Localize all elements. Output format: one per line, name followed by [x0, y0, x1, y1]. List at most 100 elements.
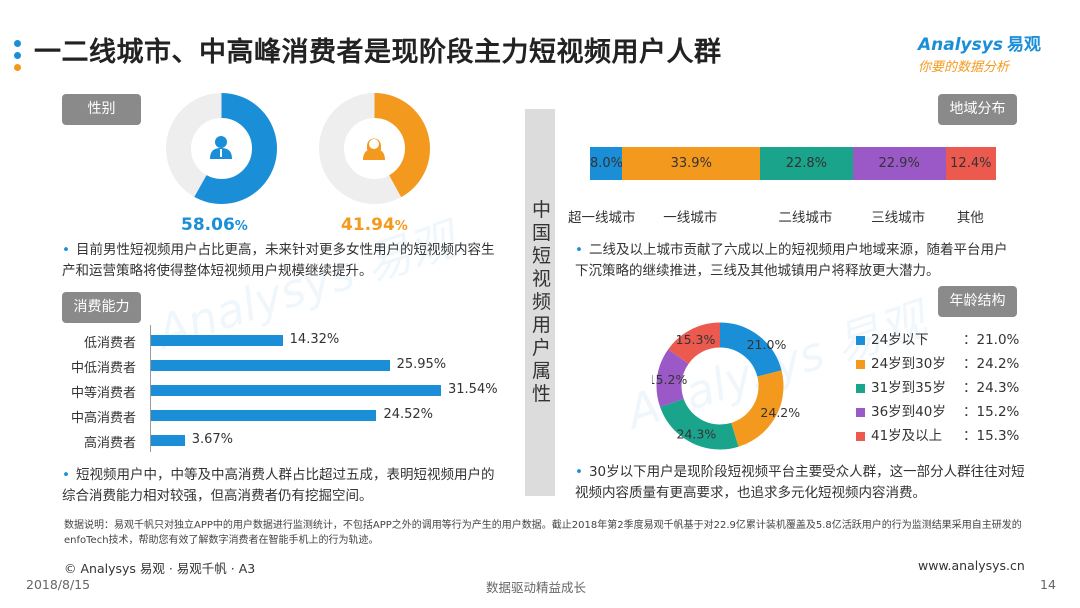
middle-label-char: 属 — [532, 360, 552, 382]
middle-label-char: 短 — [532, 245, 552, 267]
footer-site-link[interactable]: www.analysys.cn — [918, 558, 1025, 573]
age-donut-slice — [656, 322, 784, 450]
consumption-category-label: 低消费者 — [83, 336, 136, 351]
age-legend-swatch — [856, 359, 865, 369]
consumption-bar-value: 31.54% — [448, 382, 498, 397]
age-legend-label: 24岁以下 — [871, 332, 929, 348]
consumption-bar — [151, 435, 185, 446]
middle-label-char: 户 — [532, 337, 552, 359]
consumption-bar-row: 中等消费者 31.54% — [56, 382, 516, 401]
data-footnote: 数据说明：易观千帆只对独立APP中的用户数据进行监测统计，不包括APP之外的调用… — [64, 520, 1022, 546]
region-note: • 二线及以上城市贡献了六成以上的短视频用户地域来源，随着平台用户下沉策略的继续推… — [575, 242, 1008, 279]
consumption-bar-value: 14.32% — [289, 332, 340, 347]
male-ring-arc — [166, 93, 277, 204]
middle-label-char: 性 — [532, 383, 552, 405]
male-pct: 58.06% — [181, 215, 248, 235]
middle-label-char: 视 — [532, 268, 552, 290]
consumption-bar — [151, 335, 283, 346]
middle-label-char: 中 — [532, 199, 552, 221]
female-user-icon — [363, 138, 385, 160]
consumption-bar-value: 25.95% — [396, 357, 447, 372]
region-segment: 22.9% — [852, 147, 946, 180]
logo-slogan: 你要的数据分析 — [918, 60, 1010, 75]
region-category-label: 超一线城市 — [568, 210, 636, 226]
tag-region: 地域分布 — [938, 94, 1017, 125]
consumption-bar-row: 中高消费者 24.52% — [56, 407, 516, 426]
region-category-label: 二线城市 — [778, 210, 833, 226]
age-note: • 30岁以下用户是现阶段短视频平台主要受众人群，这一部分人群往往对短视频内容质量… — [575, 464, 1025, 501]
footer-slogan: 数据驱动精益成长 — [486, 580, 587, 595]
footer-page-number: 14 — [1040, 577, 1056, 592]
age-legend-value: ：24.3% — [963, 380, 1020, 396]
age-donut-slice — [656, 322, 784, 450]
tag-gender: 性别 — [62, 94, 141, 125]
gender-male-ring — [166, 93, 277, 204]
region-segment: 12.4% — [945, 147, 996, 180]
age-legend-item: 41岁及以上 ：15.3% — [856, 424, 1036, 448]
consumption-category-label: 中高消费者 — [70, 411, 136, 426]
consumption-category-label: 中低消费者 — [70, 361, 136, 376]
consumption-bar-value: 24.52% — [383, 407, 434, 422]
age-legend-value: ：24.2% — [963, 356, 1020, 372]
age-legend-value: ：15.2% — [963, 404, 1020, 420]
region-segment: 33.9% — [622, 147, 761, 180]
age-legend-swatch — [856, 383, 865, 393]
region-category-label: 其他 — [956, 210, 984, 226]
consumption-bar-row: 低消费者 14.32% — [56, 332, 516, 351]
consumption-category-label: 高消费者 — [83, 436, 136, 451]
age-legend-swatch — [856, 431, 865, 441]
age-legend-label: 36岁到40岁 — [871, 404, 946, 420]
age-legend: 24岁以下 ：21.0% 24岁到30岁 ：24.2% 31岁到35岁 ：24.3% 36岁… — [856, 328, 1036, 448]
consumption-bar — [151, 385, 441, 396]
consumption-bar-row: 高消费者 3.67% — [56, 432, 516, 451]
consumption-note: • 短视频用户中，中等及中高消费人群占比超过五成，表明短视频用户的综合消费能力相对… — [62, 467, 495, 504]
footer-copyright: © Analysys 易观 · 易观千帆 · A3 — [64, 561, 256, 576]
logo-brand: Analysys — [918, 35, 1003, 55]
age-legend-label: 24岁到30岁 — [871, 356, 946, 372]
male-user-icon — [210, 136, 232, 159]
age-legend-swatch — [856, 335, 865, 345]
footer-date: 2018/8/15 — [26, 577, 91, 592]
age-donut-label: 24.2% — [760, 405, 800, 420]
consumption-category-label: 中等消费者 — [70, 386, 136, 401]
female-ring-arc — [319, 93, 430, 204]
region-segment: 8.0% — [590, 147, 623, 180]
age-donut-label: 21.0% — [747, 337, 787, 352]
age-donut-label: 24.3% — [677, 426, 717, 441]
age-legend-item: 36岁到40岁 ：15.2% — [856, 400, 1036, 424]
age-legend-value: ：15.3% — [963, 428, 1020, 444]
age-donut-label: 15.2% — [652, 372, 687, 387]
region-segment: 22.8% — [760, 147, 853, 180]
age-legend-item: 31岁到35岁 ：24.3% — [856, 376, 1036, 400]
region-category-label: 三线城市 — [871, 210, 926, 226]
title-bullets — [14, 40, 24, 76]
analysys-logo: Analysys 易观 你要的数据分析 — [918, 30, 1068, 75]
bar-axis — [150, 325, 151, 452]
tag-age: 年龄结构 — [938, 286, 1017, 317]
consumption-bar — [151, 360, 390, 371]
consumption-bar-row: 中低消费者 25.95% — [56, 357, 516, 376]
age-legend-value: ：21.0% — [963, 332, 1020, 348]
gender-female-ring — [319, 93, 430, 204]
consumption-bar — [151, 410, 377, 421]
female-pct: 41.94% — [341, 215, 408, 235]
age-legend-label: 41岁及以上 — [871, 428, 943, 444]
logo-cn: 易观 — [1006, 35, 1041, 55]
age-donut-slice — [656, 322, 784, 450]
middle-label-char: 用 — [532, 314, 552, 336]
gender-note: • 目前男性短视频用户占比更高，未来针对更多女性用户的短视频内容生产和运营策略将使… — [62, 242, 495, 279]
age-donut-slice — [656, 322, 784, 450]
middle-label-char: 国 — [532, 222, 552, 244]
age-donut-label: 15.3% — [676, 332, 716, 347]
age-donut-chart: 21.0% 24.2% 24.3% 15.2% 15.3% — [652, 322, 800, 450]
age-legend-item: 24岁以下 ：21.0% — [856, 328, 1036, 352]
region-category-label: 一线城市 — [663, 210, 718, 226]
page-title: 一二线城市、中高峰消费者是现阶段主力短视频用户人群 — [34, 37, 722, 68]
age-legend-label: 31岁到35岁 — [871, 380, 946, 396]
middle-label-char: 频 — [532, 291, 552, 313]
age-legend-item: 24岁到30岁 ：24.2% — [856, 352, 1036, 376]
age-legend-swatch — [856, 407, 865, 417]
tag-consumption: 消费能力 — [62, 292, 141, 323]
middle-label-strip — [525, 109, 555, 496]
consumption-bar-value: 3.67% — [191, 432, 234, 447]
